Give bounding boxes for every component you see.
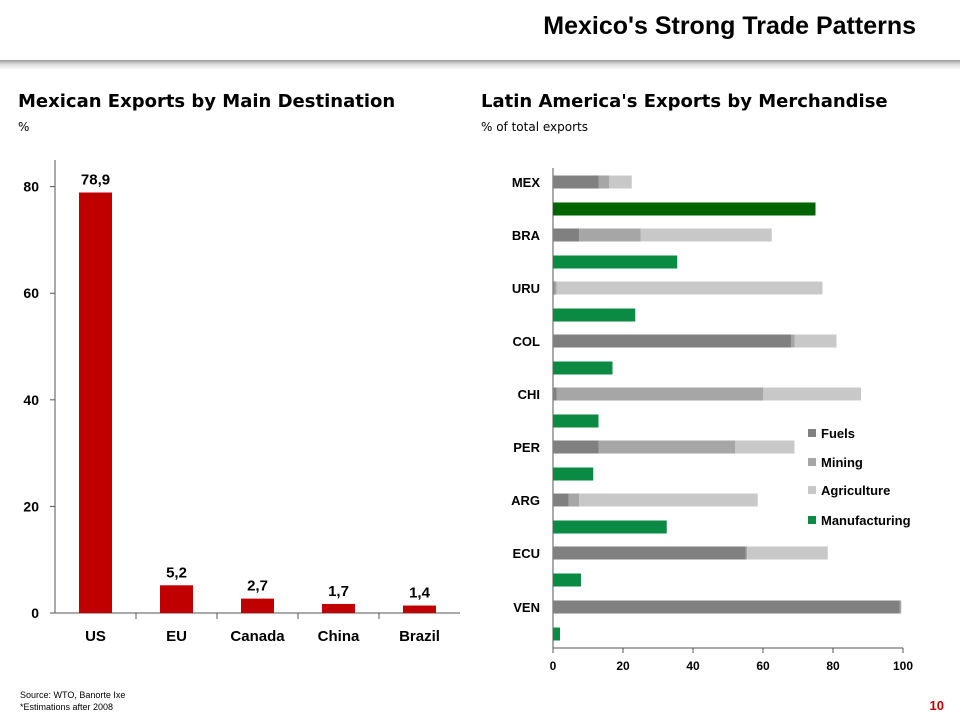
bar-bra-fuels (553, 228, 580, 242)
legend-swatch-manufacturing (808, 516, 816, 524)
estimation-note: *Estimations after 2008 (20, 702, 114, 712)
bar-per-mining (598, 440, 735, 454)
bar-bra-agriculture (640, 228, 772, 242)
x-tick-label: 40 (686, 659, 700, 673)
bar-chi-fuels (553, 387, 557, 401)
legend-label: Mining (821, 455, 863, 470)
bar-ven-fuels (553, 600, 900, 614)
bar-uru-agriculture (556, 281, 823, 295)
bar-ecu-fuels (553, 546, 746, 560)
bar-chi-mining (556, 387, 763, 401)
source-note: Source: WTO, Banorte Ixe (20, 690, 126, 700)
bar-bra-manufacturing (553, 255, 678, 269)
x-tick-label: 20 (616, 659, 630, 673)
bar-col-agriculture (794, 334, 837, 348)
legend-label: Fuels (821, 426, 855, 441)
left-chart-subtitle: % (18, 120, 30, 134)
x-tick-label: 0 (550, 659, 557, 673)
category-label: PER (513, 440, 540, 455)
bar-per-agriculture (735, 440, 795, 454)
legend-label: Manufacturing (821, 513, 911, 528)
data-label: 1,7 (328, 583, 349, 600)
right-chart-title: Latin America's Exports by Merchandise (481, 91, 888, 112)
category-label: CHI (518, 387, 540, 402)
title-divider (0, 60, 960, 70)
y-tick-label: 60 (23, 285, 39, 301)
data-label: 2,7 (247, 578, 268, 595)
bar-chi-manufacturing (553, 414, 599, 428)
bar-bra-mining (579, 228, 641, 242)
bar-arg-manufacturing (553, 520, 667, 534)
category-label: EU (166, 628, 187, 645)
bar-uru-manufacturing (553, 308, 636, 322)
category-label: BRA (512, 228, 541, 243)
bar-ecu-agriculture (747, 546, 828, 560)
category-label: US (85, 628, 106, 645)
bar-chi-agriculture (763, 387, 861, 401)
category-label: ECU (513, 546, 540, 561)
y-tick-label: 40 (23, 392, 39, 408)
bar-brazil (403, 605, 436, 613)
bar-eu (160, 585, 193, 613)
bar-mex-fuels (553, 175, 599, 189)
bar-us (79, 192, 112, 614)
bar-uru-fuels (553, 281, 555, 295)
y-tick-label: 0 (31, 605, 39, 621)
bar-arg-agriculture (579, 493, 758, 507)
category-label: URU (512, 281, 540, 296)
category-label: COL (513, 334, 541, 349)
page-title: Mexico's Strong Trade Patterns (543, 12, 916, 40)
bar-arg-fuels (553, 493, 569, 507)
category-label: Canada (230, 628, 285, 645)
bar-col-manufacturing (553, 361, 613, 375)
bar-arg-mining (568, 493, 580, 507)
bar-col-mining (791, 334, 795, 348)
bar-mex-agriculture (609, 175, 632, 189)
bar-uru-mining (554, 281, 557, 295)
y-tick-label: 20 (23, 498, 39, 514)
legend-swatch-fuels (808, 429, 816, 437)
data-label: 5,2 (166, 564, 187, 581)
bar-ven-mining (899, 600, 902, 614)
page-number: 10 (929, 698, 944, 713)
bar-mex-manufacturing (553, 202, 816, 216)
bar-china (322, 603, 355, 613)
x-tick-label: 100 (893, 659, 913, 673)
data-label: 1,4 (409, 585, 431, 602)
bar-per-manufacturing (553, 467, 594, 481)
category-label: China (318, 628, 360, 645)
left-chart-title: Mexican Exports by Main Destination (18, 91, 396, 112)
bar-col-fuels (553, 334, 791, 348)
bar-mex-mining (598, 175, 609, 189)
legend-swatch-agriculture (808, 486, 816, 494)
category-label: Brazil (399, 628, 440, 645)
legend-swatch-mining (808, 458, 816, 466)
x-tick-label: 60 (756, 659, 770, 673)
bar-ecu-mining (745, 546, 748, 560)
right-chart-subtitle: % of total exports (481, 120, 588, 134)
y-tick-label: 80 (23, 179, 39, 195)
x-tick-label: 80 (826, 659, 840, 673)
data-label: 78,9 (81, 172, 110, 189)
bar-ven-manufacturing (553, 627, 560, 641)
legend-label: Agriculture (821, 483, 890, 498)
bar-ecu-manufacturing (553, 573, 581, 587)
category-label: MEX (512, 175, 541, 190)
bar-per-fuels (553, 440, 599, 454)
category-label: VEN (513, 600, 540, 615)
bar-canada (241, 598, 274, 613)
category-label: ARG (511, 493, 540, 508)
